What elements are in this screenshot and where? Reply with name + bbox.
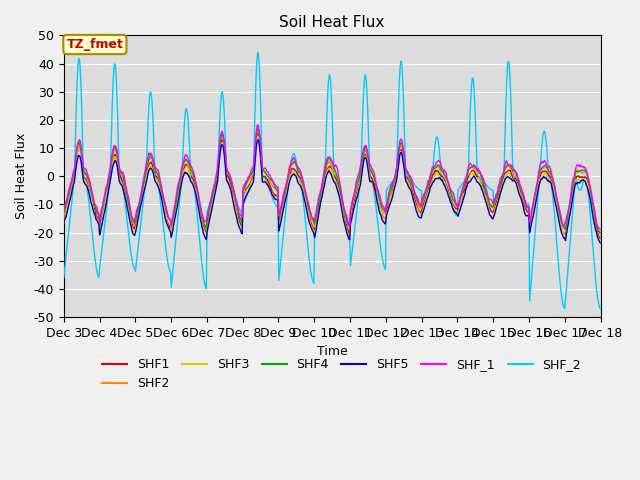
X-axis label: Time: Time [317,346,348,359]
Title: Soil Heat Flux: Soil Heat Flux [280,15,385,30]
Y-axis label: Soil Heat Flux: Soil Heat Flux [15,133,28,219]
Legend: SHF1, SHF2, SHF3, SHF4, SHF5, SHF_1, SHF_2: SHF1, SHF2, SHF3, SHF4, SHF5, SHF_1, SHF… [97,353,586,396]
Text: TZ_fmet: TZ_fmet [67,38,124,51]
